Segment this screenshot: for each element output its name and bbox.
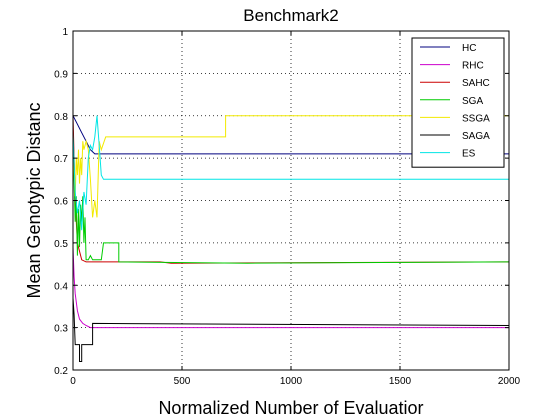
- y-tick-label: 1: [62, 27, 68, 38]
- series-line-saga: [72, 297, 510, 362]
- y-tick-label: 0.3: [54, 324, 68, 335]
- legend-label-hc: HC: [462, 43, 476, 54]
- x-tick-label: 0: [70, 376, 76, 387]
- series-line-es: [72, 115, 509, 231]
- x-tick-label: 1000: [280, 376, 303, 387]
- y-tick-label: 0.9: [54, 69, 68, 80]
- legend: HC RHC SAHC SGA SSGA SAGA ES: [411, 37, 505, 168]
- legend-label-sahc: SAHC: [462, 78, 490, 89]
- y-tick-label: 0.2: [54, 366, 68, 377]
- legend-label-es: ES: [462, 149, 476, 160]
- x-tick-label: 1500: [389, 376, 412, 387]
- x-axis-title: Normalized Number of Evaluatior: [158, 398, 423, 418]
- legend-label-rhc: RHC: [462, 61, 484, 72]
- legend-label-sga: SGA: [462, 96, 483, 107]
- axis-ticks: 0 500 1000 1500 2000 0.2 0.3 0.4 0.5 0.6 0.7 0.8 0.9…: [54, 27, 520, 387]
- y-tick-label: 0.5: [54, 239, 68, 250]
- y-tick-label: 0.8: [54, 112, 68, 123]
- chart-title: Benchmark2: [243, 6, 338, 25]
- y-axis-title: Mean Genotypic Distanc: [24, 102, 44, 298]
- y-tick-label: 0.4: [54, 281, 68, 292]
- x-tick-label: 500: [174, 376, 191, 387]
- plot-series: [72, 115, 510, 362]
- series-line-ssga: [72, 115, 509, 218]
- legend-box: [411, 37, 505, 168]
- y-tick-label: 0.6: [54, 197, 68, 208]
- legend-label-saga: SAGA: [462, 131, 490, 142]
- x-tick-label: 2000: [498, 376, 521, 387]
- y-tick-label: 0.7: [54, 154, 68, 165]
- legend-label-ssga: SSGA: [462, 113, 490, 124]
- series-line-sga: [72, 136, 510, 264]
